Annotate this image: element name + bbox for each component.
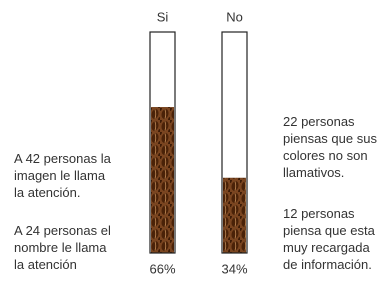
value-label: 34% [221,261,247,276]
annotation: A 24 personas el nombre le llama la aten… [14,222,114,273]
category-label: No [226,9,243,24]
annotation: 12 personas piensa que esta muy recargad… [283,205,381,273]
annotation: 22 personas piensas que sus colores no s… [283,113,381,181]
annotation: A 42 personas la imagen le llama la aten… [14,150,114,201]
page: Si 66% No 34% A 42 personas la imagen le ll… [0,0,381,293]
category-label: Si [157,9,169,24]
value-label: 66% [149,261,175,276]
bar [223,178,246,253]
bar [151,107,174,253]
